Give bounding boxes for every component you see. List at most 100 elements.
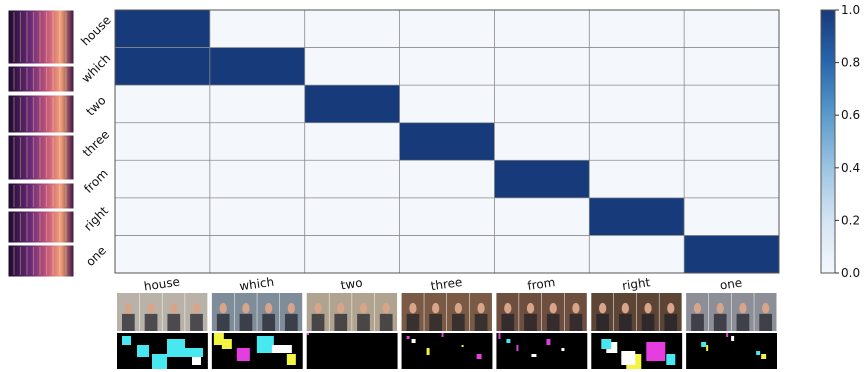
heatmap-cell bbox=[399, 85, 495, 123]
video-frame-strip bbox=[211, 293, 303, 331]
colorbar-tick-label: 0.6 bbox=[841, 108, 860, 122]
colorbar-tick-label: 1.0 bbox=[841, 3, 860, 17]
y-tick-label: right bbox=[81, 204, 111, 234]
colorbar: 0.0 0.2 0.4 0.6 0.8 1.0 bbox=[820, 3, 860, 280]
heatmap-cell bbox=[115, 122, 210, 161]
segmentation-mask-strip bbox=[496, 333, 588, 369]
colorbar-tick-label: 0.0 bbox=[841, 266, 860, 280]
spectrogram-image bbox=[7, 182, 75, 210]
segmentation-mask-strip bbox=[686, 333, 777, 369]
heatmap-cell bbox=[209, 197, 305, 236]
segmentation-mask-strip bbox=[306, 333, 398, 369]
heatmap-cell bbox=[399, 47, 495, 86]
heatmap-cell bbox=[115, 197, 210, 236]
heatmap-cell bbox=[494, 235, 590, 273]
heatmap-cell bbox=[684, 197, 779, 236]
video-frame-strip bbox=[117, 293, 208, 331]
video-frame-strip bbox=[306, 293, 398, 331]
heatmap-cell bbox=[209, 10, 305, 48]
heatmap-cell bbox=[494, 10, 590, 48]
heatmap-cell bbox=[589, 47, 685, 86]
heatmap-cell bbox=[684, 235, 779, 273]
segmentation-mask-strip bbox=[211, 333, 303, 369]
heatmap-cell bbox=[304, 197, 400, 236]
segmentation-mask-strip bbox=[401, 333, 493, 369]
heatmap-cell bbox=[589, 235, 685, 273]
spectrogram-image bbox=[7, 94, 75, 134]
video-frame-strip bbox=[401, 293, 492, 331]
column-video-frames bbox=[117, 293, 777, 369]
spectrogram-image bbox=[7, 134, 75, 181]
heatmap-cell bbox=[399, 197, 495, 236]
colorbar-tick-label: 0.2 bbox=[841, 213, 860, 227]
heatmap-cell bbox=[115, 235, 210, 273]
heatmap-cell bbox=[209, 122, 305, 161]
heatmap-cell bbox=[115, 85, 210, 123]
spectrogram-image bbox=[7, 210, 75, 244]
heatmap-cell bbox=[209, 47, 305, 86]
heatmap-cell bbox=[684, 85, 779, 123]
y-tick-label: from bbox=[81, 166, 111, 196]
heatmap-frame bbox=[114, 9, 780, 274]
segmentation-mask-strip bbox=[117, 333, 208, 369]
video-frame-strip bbox=[686, 293, 777, 331]
video-frame-strip bbox=[591, 293, 682, 331]
x-tick-label: house bbox=[143, 275, 181, 294]
heatmap-cell bbox=[115, 160, 210, 198]
heatmap-cell bbox=[589, 122, 685, 161]
heatmap-cell bbox=[494, 85, 590, 123]
colorbar-gradient bbox=[820, 9, 836, 274]
heatmap-gridlines bbox=[115, 10, 779, 273]
heatmap-cell bbox=[304, 160, 400, 198]
x-tick-label: two bbox=[340, 276, 364, 293]
heatmap-cell bbox=[684, 10, 779, 48]
heatmap-cell bbox=[304, 10, 400, 48]
x-tick-label: which bbox=[238, 275, 275, 294]
heatmap-cell bbox=[399, 122, 495, 161]
heatmap-cell bbox=[115, 10, 210, 48]
heatmap-cell bbox=[115, 47, 210, 86]
y-tick-label: three bbox=[80, 127, 112, 159]
heatmap-cell bbox=[209, 85, 305, 123]
video-frame-strip bbox=[496, 293, 587, 331]
x-tick-label: from bbox=[526, 275, 556, 293]
x-tick-labels: house which two three from right one bbox=[143, 275, 743, 294]
heatmap-cell bbox=[684, 47, 779, 86]
heatmap-cell bbox=[399, 235, 495, 273]
colorbar-ticks: 0.0 0.2 0.4 0.6 0.8 1.0 bbox=[835, 3, 860, 280]
heatmap-cell bbox=[399, 160, 495, 198]
heatmap-cell bbox=[494, 197, 590, 236]
spectrogram-image bbox=[7, 244, 75, 278]
heatmap-cell bbox=[684, 122, 779, 161]
heatmap-cell bbox=[589, 85, 685, 123]
colorbar-tick-label: 0.8 bbox=[841, 56, 860, 70]
heatmap-cell bbox=[494, 160, 590, 198]
y-tick-label: one bbox=[83, 243, 109, 269]
y-tick-label: which bbox=[79, 51, 114, 86]
heatmap-cell bbox=[304, 122, 400, 161]
heatmap-cell bbox=[589, 160, 685, 198]
segmentation-mask-strip bbox=[591, 333, 683, 369]
spectrogram-image bbox=[7, 65, 75, 93]
heatmap-cell bbox=[304, 47, 400, 86]
heatmap-cell bbox=[304, 235, 400, 273]
heatmap-cell bbox=[399, 10, 495, 48]
spectrogram-image bbox=[7, 9, 75, 65]
heatmap-cell bbox=[209, 235, 305, 273]
heatmap-cell bbox=[684, 160, 779, 198]
heatmap-cell bbox=[304, 85, 400, 123]
heatmap-cell bbox=[494, 47, 590, 86]
heatmap-cell bbox=[589, 10, 685, 48]
x-tick-label: one bbox=[719, 276, 743, 293]
x-tick-label: three bbox=[430, 275, 463, 293]
colorbar-tick-label: 0.4 bbox=[841, 161, 860, 175]
row-spectrogram-images bbox=[7, 9, 75, 278]
heatmap-cell bbox=[209, 160, 305, 198]
heatmap-cells bbox=[115, 10, 779, 273]
heatmap-cell bbox=[494, 122, 590, 161]
heatmap-plot bbox=[114, 9, 780, 274]
y-tick-label: two bbox=[83, 93, 108, 118]
heatmap-cell bbox=[589, 197, 685, 236]
